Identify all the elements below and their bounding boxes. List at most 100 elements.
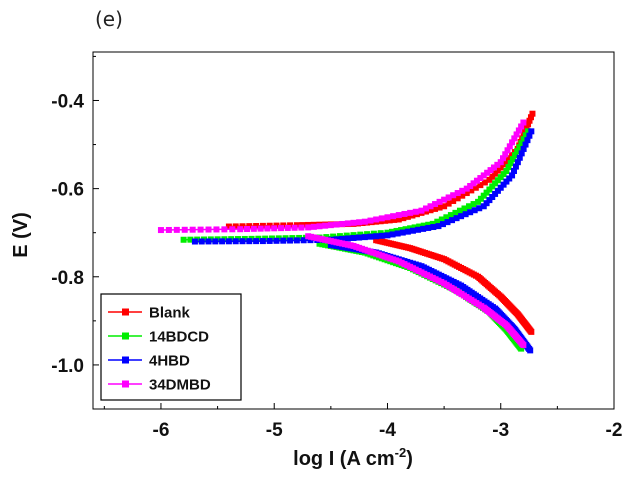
data-point	[316, 223, 323, 230]
data-point	[467, 209, 474, 216]
data-point	[506, 175, 513, 182]
data-point	[250, 225, 257, 232]
data-point	[432, 201, 439, 208]
data-point	[165, 226, 172, 233]
data-point	[480, 192, 487, 199]
data-point	[505, 164, 512, 171]
data-point	[468, 187, 475, 194]
data-point	[443, 214, 450, 221]
x-tick-label: -2	[606, 420, 623, 441]
data-point	[512, 163, 519, 170]
data-point	[526, 117, 533, 124]
data-point	[470, 180, 477, 187]
data-point	[494, 187, 501, 194]
series-line-cathodic	[319, 242, 522, 350]
data-point	[494, 167, 501, 174]
data-point	[219, 238, 226, 245]
data-point	[221, 226, 228, 233]
data-point	[518, 140, 525, 147]
data-point	[253, 238, 260, 245]
data-point	[400, 215, 407, 222]
legend-marker	[122, 332, 129, 340]
legend-marker	[122, 356, 129, 364]
data-point	[463, 190, 470, 197]
data-point	[516, 154, 523, 161]
y-axis: -0.4 -0.6 -0.8 -1.0	[51, 55, 99, 410]
data-point	[356, 219, 363, 226]
data-point	[404, 213, 411, 220]
data-point	[516, 144, 523, 151]
data-point	[454, 190, 461, 197]
data-point	[497, 184, 504, 191]
data-point	[520, 119, 527, 126]
y-tick-label: -0.4	[51, 91, 84, 112]
data-point	[399, 229, 406, 236]
data-point	[427, 207, 434, 214]
data-point	[494, 177, 501, 184]
x-axis: -6 -5 -4 -3 -2	[103, 403, 623, 441]
data-point	[436, 198, 443, 205]
data-point	[477, 195, 484, 202]
data-point	[187, 236, 194, 243]
x-tick-label: -3	[492, 420, 509, 441]
data-point	[528, 128, 535, 135]
data-point	[522, 141, 529, 148]
data-point	[420, 225, 427, 232]
data-point	[300, 237, 307, 244]
plot-frame	[92, 51, 615, 410]
data-point	[454, 195, 461, 202]
data-point	[525, 121, 532, 128]
data-point	[411, 224, 418, 231]
data-point	[386, 217, 393, 224]
data-point	[416, 223, 423, 230]
data-point	[367, 217, 374, 224]
data-point	[425, 221, 432, 228]
x-axis-title: log I (A cm-2)	[293, 445, 413, 470]
data-point	[475, 198, 482, 205]
data-point	[471, 207, 478, 214]
data-point	[418, 207, 425, 214]
data-point	[527, 347, 534, 354]
data-point	[391, 216, 398, 223]
data-point	[287, 237, 294, 244]
data-point	[181, 226, 188, 233]
data-point	[438, 216, 445, 223]
data-point	[506, 143, 513, 150]
data-point	[212, 238, 219, 245]
data-point	[503, 168, 510, 174]
data-point	[450, 197, 457, 204]
data-point	[489, 183, 496, 190]
data-point	[472, 184, 479, 191]
y-axis-title: E (V)	[10, 212, 32, 258]
data-point	[395, 216, 402, 223]
legend-label: 4HBD	[149, 353, 190, 370]
data-point	[477, 175, 484, 182]
data-point	[225, 238, 232, 245]
legend-marker	[122, 308, 129, 316]
x-tick-label: -6	[153, 420, 170, 441]
data-point	[280, 237, 287, 244]
data-point	[409, 227, 416, 234]
data-point	[462, 211, 469, 218]
data-point	[246, 238, 253, 245]
data-point	[434, 218, 441, 225]
data-point	[390, 213, 397, 220]
data-point	[305, 224, 312, 231]
data-point	[500, 181, 507, 188]
data-point	[439, 221, 446, 228]
data-point	[447, 212, 454, 219]
data-point	[384, 232, 391, 239]
data-point	[415, 226, 422, 233]
data-point	[229, 226, 236, 233]
data-point	[373, 216, 380, 223]
data-point	[483, 200, 490, 207]
data-point	[452, 209, 459, 216]
data-point	[477, 182, 484, 189]
data-point	[257, 225, 264, 232]
data-point	[506, 155, 513, 162]
data-point	[427, 203, 434, 210]
data-point	[205, 238, 212, 245]
data-point	[157, 227, 164, 234]
data-point	[461, 205, 468, 212]
data-point	[492, 190, 499, 197]
